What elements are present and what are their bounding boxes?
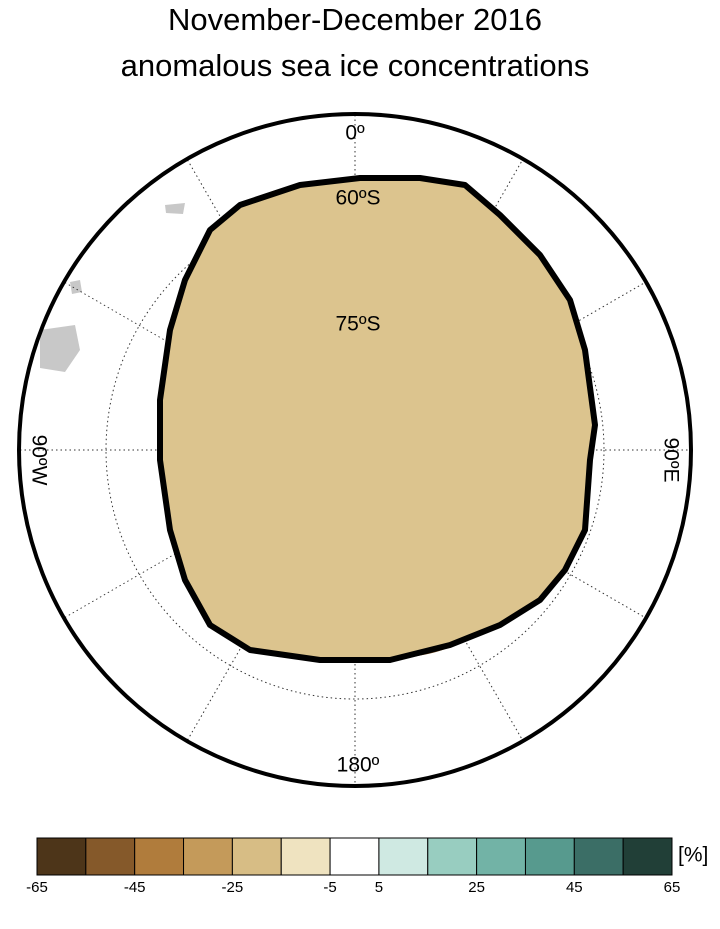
lat-label: 75ºS <box>335 313 380 336</box>
colorbar-box <box>573 837 624 876</box>
colorbar-tick-label: 45 <box>566 879 583 896</box>
colorbar: [%] -65 -45 -25 -5 5 25 45 65 <box>26 837 708 896</box>
land <box>40 325 80 372</box>
colorbar-box <box>524 837 575 876</box>
colorbar-tick-label: -45 <box>124 879 146 896</box>
colorbar-box <box>329 837 380 876</box>
lon-label: 0º <box>345 122 365 145</box>
lon-label: 90ºW <box>27 435 50 486</box>
title-line: anomalous sea ice concentrations <box>121 48 590 83</box>
colorbar-box <box>231 837 282 876</box>
colorbar-tick-label: 25 <box>468 879 485 896</box>
ice-edge-contour <box>160 178 595 660</box>
title-line: November-December 2016 <box>168 2 542 37</box>
colorbar-box <box>280 837 331 876</box>
colorbar-box <box>85 837 136 876</box>
colorbar-box <box>36 837 87 876</box>
land <box>70 280 82 294</box>
colorbar-box <box>183 837 233 876</box>
colorbar-tick-label: -25 <box>222 879 244 896</box>
lon-label: 180º <box>337 754 380 777</box>
colorbar-box <box>427 837 478 876</box>
colorbar-box <box>378 837 429 876</box>
land <box>165 203 185 214</box>
colorbar-tick-label: -5 <box>323 879 336 896</box>
colorbar-box <box>476 837 526 876</box>
colorbar-box <box>134 837 185 876</box>
colorbar-tick-label: -65 <box>26 879 48 896</box>
colorbar-unit: [%] <box>678 844 708 867</box>
colorbar-box <box>622 837 673 876</box>
lat-label: 60ºS <box>335 187 380 210</box>
colorbar-tick-label: 65 <box>664 879 681 896</box>
lon-label: 90ºE <box>659 437 682 482</box>
colorbar-tick-label: 5 <box>375 879 383 896</box>
map: 0º 60ºS 75ºS 180º 90ºW 90ºE <box>17 112 693 788</box>
map-border <box>17 112 693 788</box>
